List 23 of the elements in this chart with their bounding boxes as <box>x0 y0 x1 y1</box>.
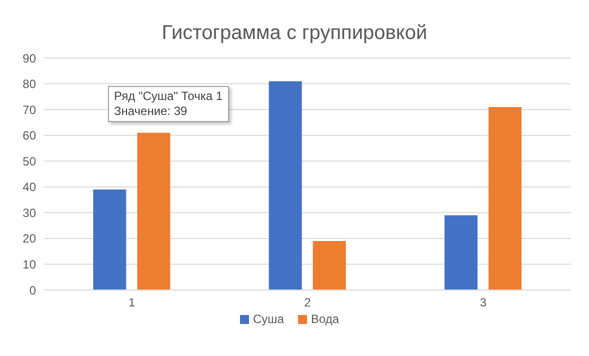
y-tick-label: 70 <box>22 102 36 117</box>
annotation: Ряд "Суша" Точка 1 Значение: 39 <box>108 86 229 122</box>
legend-label: Вода <box>310 312 340 326</box>
y-tick-label: 50 <box>22 154 36 168</box>
y-tick-label: 20 <box>22 232 36 246</box>
y-tick-label: 10 <box>22 257 36 272</box>
x-tick-label: 1 <box>128 296 136 310</box>
y-tick-label: 0 <box>29 283 36 298</box>
y-tick-label: 40 <box>22 180 36 194</box>
y-tick-label: 90 <box>22 51 36 66</box>
bar <box>137 132 170 290</box>
y-tick-label: 60 <box>22 128 36 143</box>
x-tick-label: 3 <box>480 296 487 310</box>
bar <box>312 241 346 290</box>
y-tick-label: 80 <box>22 77 36 92</box>
legend-label: Суша <box>252 312 284 326</box>
chart-title: Гистограмма с группировкой <box>160 22 428 45</box>
bar <box>444 215 478 290</box>
bar <box>93 189 126 290</box>
bar <box>268 81 302 290</box>
y-tick-label: 30 <box>22 206 36 220</box>
x-tick-label: 2 <box>304 296 312 310</box>
bar <box>488 106 522 290</box>
